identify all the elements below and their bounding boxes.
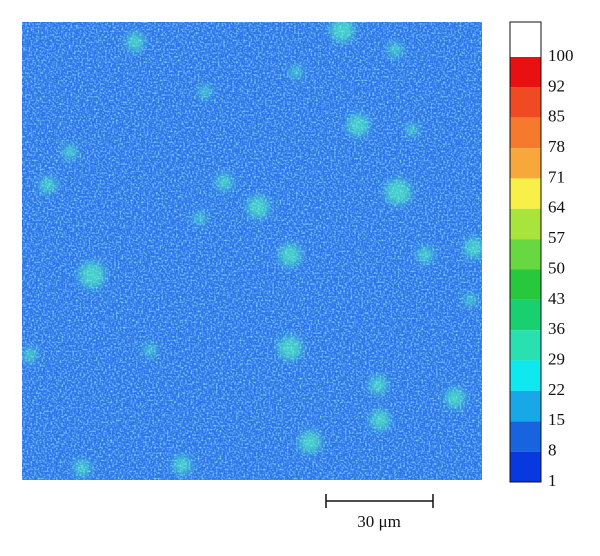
colorbar-label: 100 xyxy=(548,46,574,65)
colorbar-label: 92 xyxy=(548,76,565,95)
colorbar-label: 64 xyxy=(548,198,566,217)
colorbar-segment xyxy=(510,208,541,240)
colorbar-label: 50 xyxy=(548,258,565,277)
colorbar-segment xyxy=(510,239,541,270)
colorbar-segment xyxy=(510,87,541,118)
colorbar-label: 36 xyxy=(548,319,565,338)
colorbar-label: 78 xyxy=(548,137,565,156)
micrograph xyxy=(22,22,482,480)
colorbar-segment xyxy=(510,57,541,88)
colorbar-segment xyxy=(510,178,541,209)
colorbar-segment xyxy=(510,299,541,331)
colorbar-segment xyxy=(510,421,541,452)
colorbar-label: 71 xyxy=(548,167,565,186)
colorbar-label: 15 xyxy=(548,410,565,429)
colorbar-segment xyxy=(510,360,541,391)
colorbar-label: 29 xyxy=(548,349,565,368)
colorbar-label: 85 xyxy=(548,107,565,126)
colorbar-label: 57 xyxy=(548,228,566,247)
colorbar-segment xyxy=(510,390,541,422)
colorbar-segment xyxy=(510,148,541,179)
colorbar-segment xyxy=(510,269,541,300)
colorbar-segment xyxy=(510,451,541,482)
scale-bar: 30 μm xyxy=(325,494,434,531)
colorbar: 100 92 85 78 71 64 57 50 43 36 29 22 15 8 1 xyxy=(509,21,574,490)
colorbar-segment xyxy=(510,330,541,361)
colorbar-frame xyxy=(509,21,542,483)
colorbar-segment xyxy=(510,22,541,57)
colorbar-label: 22 xyxy=(548,380,565,399)
colorbar-segment xyxy=(510,117,541,149)
colorbar-label: 43 xyxy=(548,289,565,308)
colorbar-label: 8 xyxy=(548,441,557,460)
colorbar-label: 1 xyxy=(548,471,557,490)
scale-bar-label: 30 μm xyxy=(357,512,401,531)
